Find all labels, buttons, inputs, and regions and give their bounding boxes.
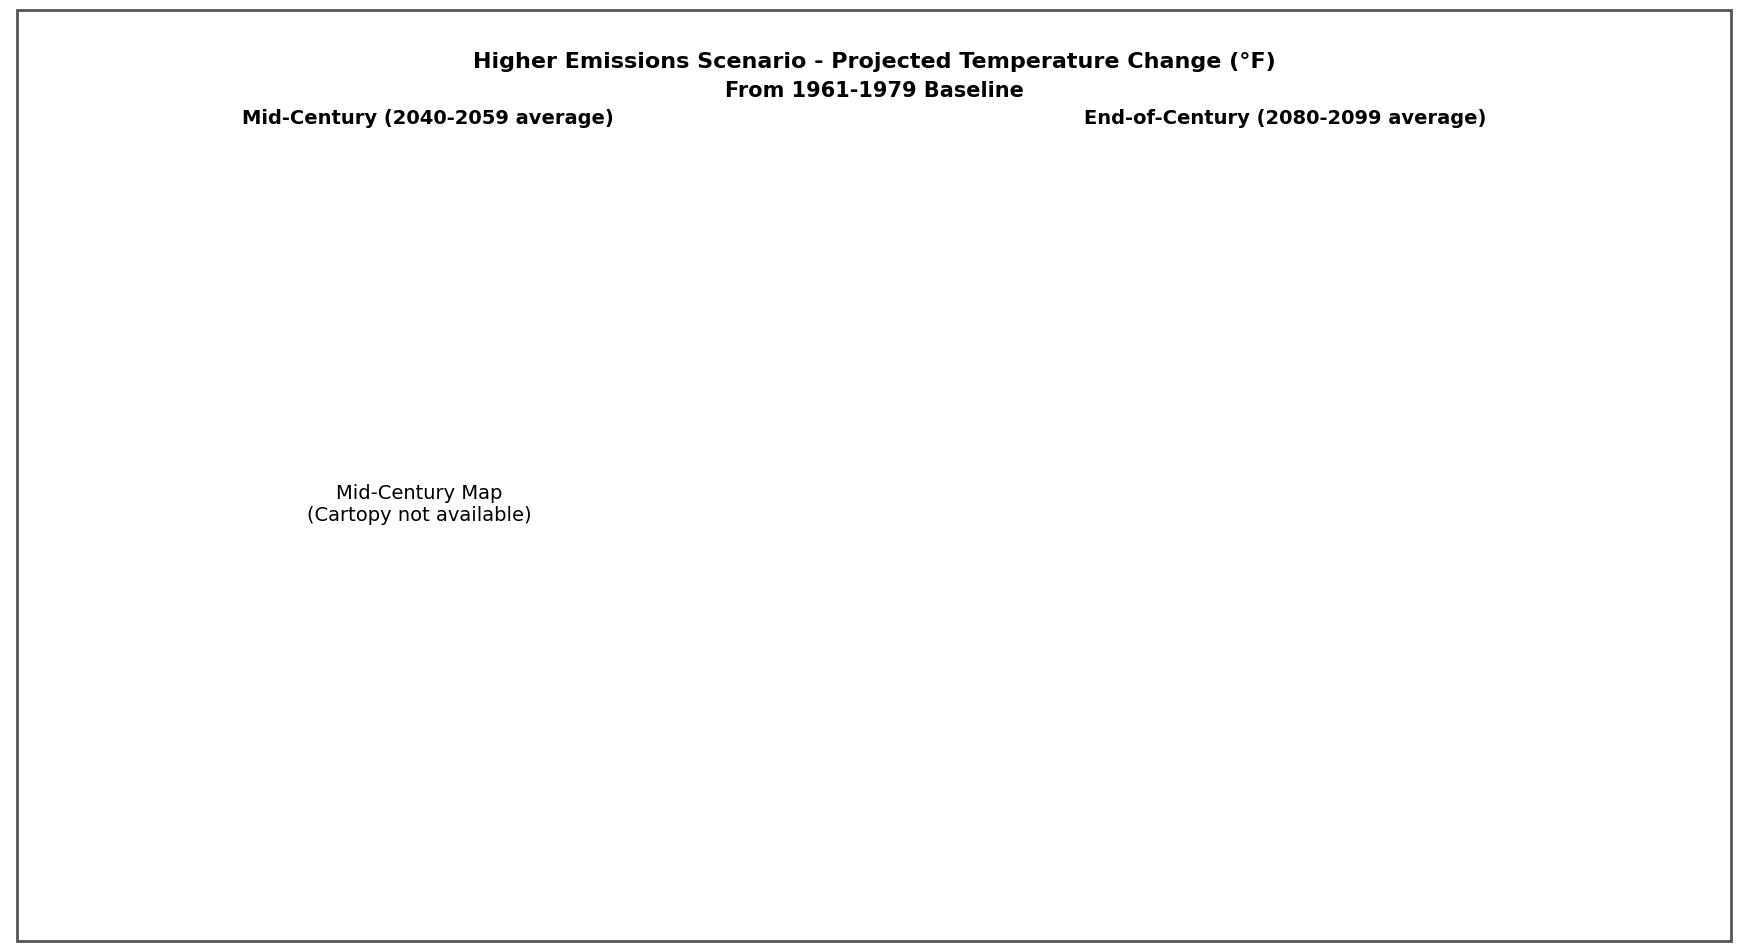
Text: From 1961-1979 Baseline: From 1961-1979 Baseline: [725, 81, 1023, 101]
Text: End-of-Century (2080-2099 average): End-of-Century (2080-2099 average): [1084, 109, 1486, 128]
Text: End-of-Century Map
(Cartopy not available): End-of-Century Map (Cartopy not availabl…: [1164, 483, 1388, 525]
Text: Higher Emissions Scenario - Projected Temperature Change (°F): Higher Emissions Scenario - Projected Te…: [472, 52, 1276, 72]
Text: Mid-Century Map
(Cartopy not available): Mid-Century Map (Cartopy not available): [308, 483, 531, 525]
Text: Mid-Century (2040-2059 average): Mid-Century (2040-2059 average): [243, 109, 614, 128]
